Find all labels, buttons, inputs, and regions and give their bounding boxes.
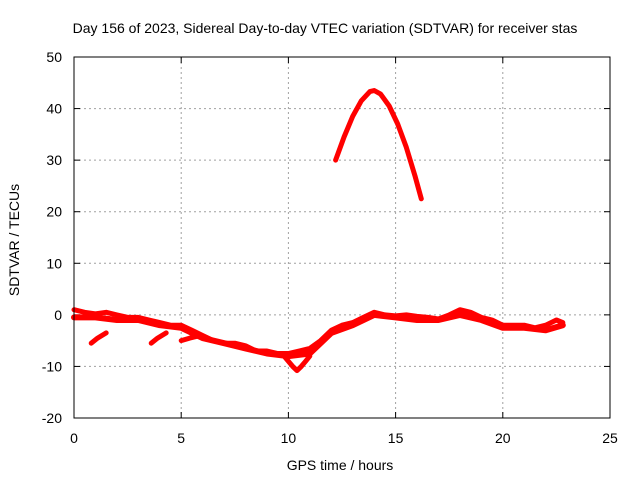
axis-ticks: [73, 56, 611, 419]
series-arc: [333, 88, 424, 202]
y-tick-label: -20: [42, 410, 62, 426]
series-short-segment-2: [148, 330, 169, 346]
series-short-segment-3: [178, 333, 203, 344]
y-tick-label: 10: [46, 255, 62, 271]
x-axis-label: GPS time / hours: [287, 457, 394, 473]
grid: [74, 57, 610, 418]
series-band-thick: [71, 311, 566, 360]
y-axis-label: SDTVAR / TECUs: [6, 184, 22, 296]
series-group: [71, 88, 566, 374]
y-tick-label: 40: [46, 101, 62, 117]
series-dip-near-10: [281, 353, 313, 374]
x-tick-label: 15: [388, 430, 404, 446]
plot-frame: [73, 56, 611, 419]
series-short-segment-1: [88, 330, 109, 346]
y-tick-label: 20: [46, 204, 62, 220]
x-tick-label: 5: [177, 430, 185, 446]
tick-labels: 0 5 10 15 20 25 -20 -10 0 10 20 30 40 50: [42, 49, 618, 446]
x-tick-label: 25: [602, 430, 618, 446]
y-tick-label: -10: [42, 358, 62, 374]
y-tick-label: 30: [46, 152, 62, 168]
x-tick-label: 20: [495, 430, 511, 446]
chart-title: Day 156 of 2023, Sidereal Day-to-day VTE…: [73, 20, 578, 36]
y-tick-label: 0: [54, 307, 62, 323]
y-tick-label: 50: [46, 49, 62, 65]
x-tick-label: 10: [281, 430, 297, 446]
x-tick-label: 0: [70, 430, 78, 446]
